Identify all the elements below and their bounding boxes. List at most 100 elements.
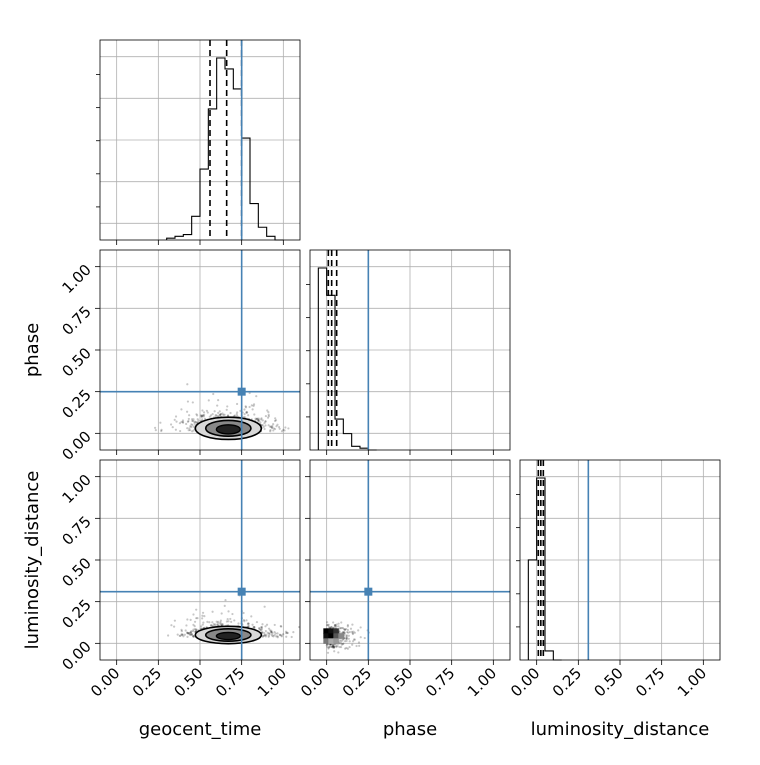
scatter-point-luminosity_distance_vs_phase xyxy=(339,645,343,649)
scatter-point-luminosity_distance_vs_phase xyxy=(328,643,331,646)
scatter-point-phase_vs_geocent_time xyxy=(255,417,259,420)
scatter-point-luminosity_distance_vs_phase xyxy=(329,645,332,648)
density-block-luminosity_distance_vs_phase-8 xyxy=(328,638,334,644)
scatter-point-luminosity_distance_vs_phase xyxy=(343,633,346,636)
scatter-point-luminosity_distance_vs_geocent_time xyxy=(193,620,197,623)
scatter-point-luminosity_distance_vs_geocent_time xyxy=(267,635,270,638)
scatter-point-phase_vs_geocent_time xyxy=(226,405,229,408)
scatter-point-luminosity_distance_vs_geocent_time xyxy=(264,629,267,633)
scatter-point-luminosity_distance_vs_phase xyxy=(351,632,354,635)
panel-frame-phase xyxy=(309,249,511,451)
scatter-point-luminosity_distance_vs_phase xyxy=(345,636,349,639)
scatter-point-phase_vs_geocent_time xyxy=(216,404,219,407)
scatter-point-phase_vs_geocent_time xyxy=(196,418,199,421)
scatter-point-phase_vs_geocent_time xyxy=(276,423,279,426)
scatter-point-luminosity_distance_vs_phase xyxy=(351,643,354,646)
scatter-point-luminosity_distance_vs_geocent_time xyxy=(211,621,214,624)
scatter-point-phase_vs_geocent_time xyxy=(274,419,278,422)
scatter-point-luminosity_distance_vs_geocent_time xyxy=(267,634,271,637)
scatter-point-phase_vs_geocent_time xyxy=(257,417,260,420)
scatter-point-phase_vs_geocent_time xyxy=(218,413,221,417)
scatter-point-luminosity_distance_vs_phase xyxy=(346,647,349,650)
scatter-point-luminosity_distance_vs_phase xyxy=(341,630,345,634)
scatter-point-phase_vs_geocent_time xyxy=(218,410,221,413)
scatter-point-luminosity_distance_vs_geocent_time xyxy=(212,623,215,626)
scatter-point-luminosity_distance_vs_geocent_time xyxy=(276,632,279,635)
scatter-point-luminosity_distance_vs_geocent_time xyxy=(284,630,288,633)
scatter-point-luminosity_distance_vs_geocent_time xyxy=(216,624,219,627)
y-axis-label-luminosity_distance: luminosity_distance xyxy=(22,471,43,650)
panel-frame-phase-vs-geocent_time xyxy=(99,249,301,451)
scatter-point-luminosity_distance_vs_geocent_time xyxy=(273,631,276,634)
scatter-point-luminosity_distance_vs_phase xyxy=(340,627,343,630)
scatter-point-luminosity_distance_vs_phase xyxy=(337,622,340,625)
scatter-point-luminosity_distance_vs_geocent_time xyxy=(220,623,223,626)
scatter-point-luminosity_distance_vs_geocent_time xyxy=(201,611,205,614)
scatter-point-luminosity_distance_vs_geocent_time xyxy=(265,623,269,626)
histogram-luminosity_distance xyxy=(527,477,562,661)
scatter-point-luminosity_distance_vs_geocent_time xyxy=(279,625,282,628)
scatter-point-luminosity_distance_vs_geocent_time xyxy=(183,633,186,636)
scatter-point-luminosity_distance_vs_phase xyxy=(334,624,337,627)
x-axis-label-geocent_time: geocent_time xyxy=(139,719,262,740)
scatter-point-phase_vs_geocent_time xyxy=(267,415,270,418)
scatter-point-phase_vs_geocent_time xyxy=(264,414,268,418)
panel-frame-luminosity_distance-vs-phase xyxy=(309,459,511,661)
scatter-point-luminosity_distance_vs_geocent_time xyxy=(263,633,266,637)
scatter-point-luminosity_distance_vs_phase xyxy=(333,645,336,649)
scatter-point-luminosity_distance_vs_phase xyxy=(348,640,351,643)
scatter-point-luminosity_distance_vs_phase xyxy=(327,625,331,629)
scatter-point-phase_vs_geocent_time xyxy=(191,423,194,427)
scatter-point-luminosity_distance_vs_geocent_time xyxy=(202,621,205,624)
scatter-point-phase_vs_geocent_time xyxy=(206,411,209,414)
scatter-point-luminosity_distance_vs_geocent_time xyxy=(189,631,192,634)
scatter-point-luminosity_distance_vs_geocent_time xyxy=(233,619,236,622)
scatter-point-phase_vs_geocent_time xyxy=(219,412,223,416)
scatter-point-luminosity_distance_vs_geocent_time xyxy=(252,626,255,629)
scatter-point-luminosity_distance_vs_phase xyxy=(345,634,349,637)
scatter-point-luminosity_distance_vs_geocent_time xyxy=(261,631,264,634)
scatter-point-luminosity_distance_vs_geocent_time xyxy=(185,624,188,627)
scatter-point-luminosity_distance_vs_geocent_time xyxy=(227,620,230,623)
scatter-point-phase_vs_geocent_time xyxy=(221,412,224,415)
scatter-point-luminosity_distance_vs_geocent_time xyxy=(285,635,288,638)
scatter-point-phase_vs_geocent_time xyxy=(154,429,157,432)
histogram-geocent_time xyxy=(166,57,284,241)
scatter-point-phase_vs_geocent_time xyxy=(171,426,174,429)
density-block-luminosity_distance_vs_phase-9 xyxy=(333,638,339,644)
scatter-point-luminosity_distance_vs_phase xyxy=(359,626,362,629)
scatter-point-luminosity_distance_vs_geocent_time xyxy=(275,635,278,638)
scatter-point-luminosity_distance_vs_geocent_time xyxy=(260,626,263,630)
scatter-point-luminosity_distance_vs_phase xyxy=(335,623,338,626)
density-contour-inner-luminosity_distance_vs_geocent_time xyxy=(215,631,241,641)
density-block-luminosity_distance_vs_phase-7 xyxy=(323,638,329,644)
y-axis-label-phase: phase xyxy=(22,323,43,377)
scatter-point-phase_vs_geocent_time xyxy=(236,414,239,418)
scatter-point-luminosity_distance_vs_geocent_time xyxy=(279,633,282,637)
scatter-point-phase_vs_geocent_time xyxy=(181,419,185,422)
scatter-point-luminosity_distance_vs_phase xyxy=(334,644,338,648)
scatter-point-phase_vs_geocent_time xyxy=(192,429,195,432)
scatter-point-phase_vs_geocent_time xyxy=(174,428,177,431)
scatter-point-luminosity_distance_vs_geocent_time xyxy=(187,631,190,635)
scatter-point-luminosity_distance_vs_geocent_time xyxy=(286,631,289,635)
scatter-point-phase_vs_geocent_time xyxy=(264,420,267,423)
scatter-point-phase_vs_geocent_time xyxy=(188,427,191,430)
scatter-point-luminosity_distance_vs_geocent_time xyxy=(247,622,250,625)
scatter-point-luminosity_distance_vs_geocent_time xyxy=(230,620,233,623)
scatter-point-phase_vs_geocent_time xyxy=(267,413,270,416)
scatter-point-phase_vs_geocent_time xyxy=(283,429,286,432)
scatter-point-luminosity_distance_vs_geocent_time xyxy=(195,617,198,620)
scatter-point-luminosity_distance_vs_geocent_time xyxy=(190,630,193,633)
scatter-point-phase_vs_geocent_time xyxy=(245,410,248,414)
scatter-point-phase_vs_geocent_time xyxy=(192,419,195,423)
scatter-point-luminosity_distance_vs_phase xyxy=(331,645,334,648)
scatter-point-luminosity_distance_vs_phase xyxy=(332,646,336,650)
scatter-point-luminosity_distance_vs_geocent_time xyxy=(217,620,220,623)
scatter-point-phase_vs_geocent_time xyxy=(181,420,184,423)
scatter-luminosity_distance_vs_phase xyxy=(323,621,370,654)
scatter-point-phase_vs_geocent_time xyxy=(188,414,191,417)
scatter-point-luminosity_distance_vs_phase xyxy=(344,628,347,632)
scatter-point-luminosity_distance_vs_phase xyxy=(343,640,347,643)
scatter-point-luminosity_distance_vs_phase xyxy=(359,636,362,639)
